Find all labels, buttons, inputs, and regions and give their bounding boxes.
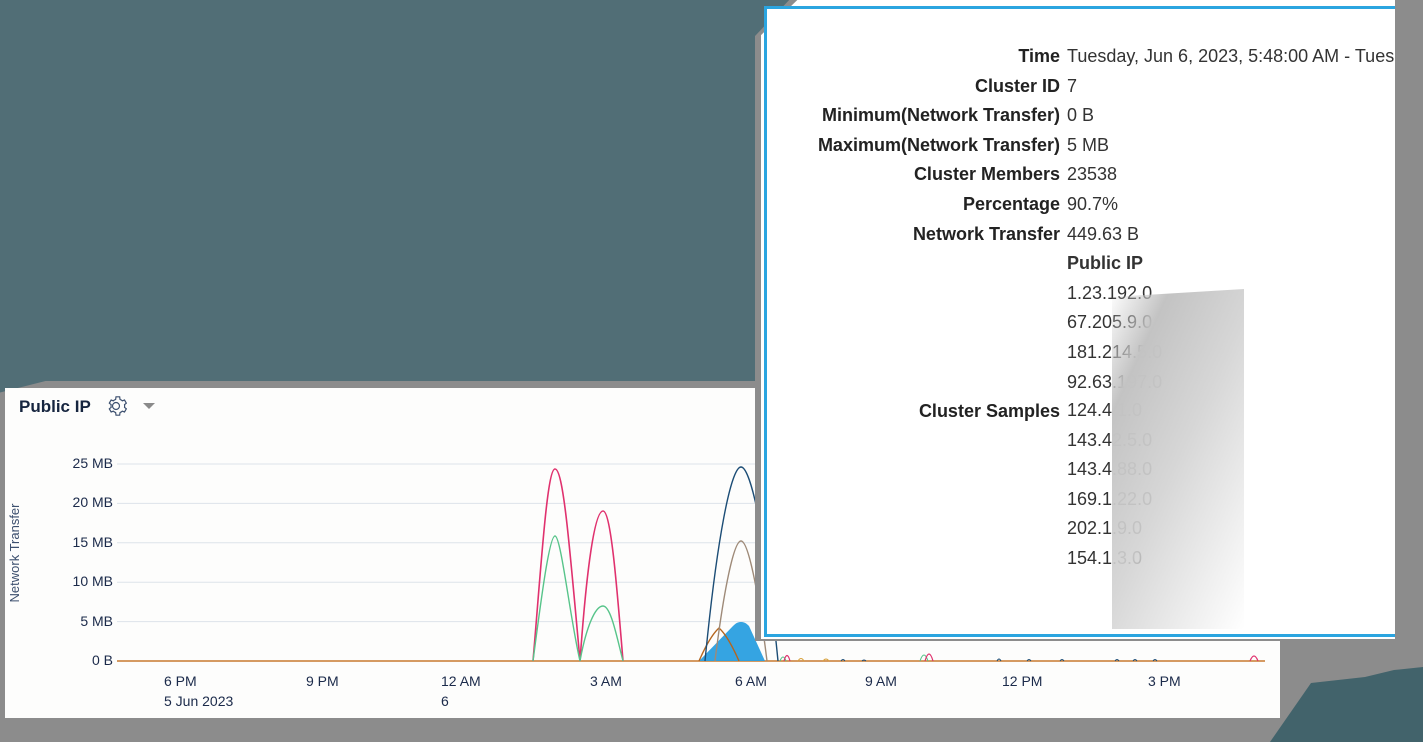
svg-text:12 PM: 12 PM xyxy=(1002,673,1042,689)
svg-text:6: 6 xyxy=(441,693,449,709)
svg-text:0 B: 0 B xyxy=(92,652,113,668)
svg-text:3 PM: 3 PM xyxy=(1148,673,1181,689)
svg-text:3 AM: 3 AM xyxy=(590,673,622,689)
svg-text:5 MB: 5 MB xyxy=(80,613,113,629)
svg-text:15 MB: 15 MB xyxy=(73,534,113,550)
svg-text:20 MB: 20 MB xyxy=(73,494,113,510)
svg-text:Network Transfer: Network Transfer xyxy=(7,503,22,603)
svg-text:25 MB: 25 MB xyxy=(73,455,113,471)
svg-text:6 PM: 6 PM xyxy=(164,673,197,689)
svg-text:6 AM: 6 AM xyxy=(735,673,767,689)
svg-text:10 MB: 10 MB xyxy=(73,573,113,589)
svg-text:9 PM: 9 PM xyxy=(306,673,339,689)
svg-text:5 Jun 2023: 5 Jun 2023 xyxy=(164,693,233,709)
svg-text:12 AM: 12 AM xyxy=(441,673,481,689)
svg-text:9 AM: 9 AM xyxy=(865,673,897,689)
